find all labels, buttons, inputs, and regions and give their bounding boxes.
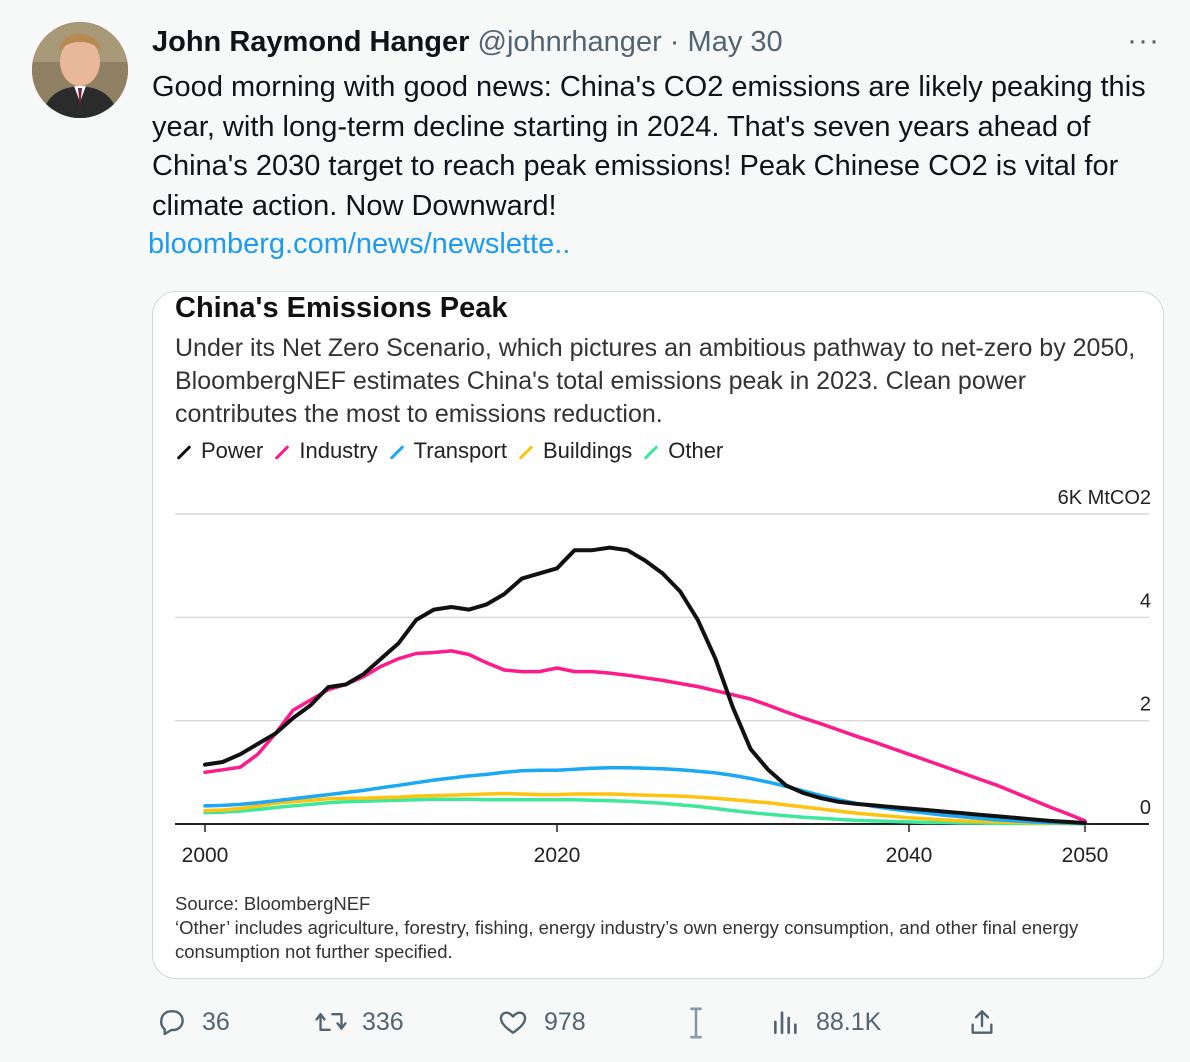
share-button[interactable] xyxy=(966,1006,998,1038)
y-tick-label: 2 xyxy=(1140,694,1151,716)
series-line-transport xyxy=(203,765,1087,826)
author-handle[interactable]: @johnrhanger xyxy=(477,26,662,58)
author-name[interactable]: John Raymond Hanger xyxy=(152,26,470,58)
legend-label: Power xyxy=(201,438,264,463)
y-tick-label: 0 xyxy=(1140,797,1151,819)
like-button[interactable]: 978 xyxy=(496,1006,586,1038)
legend-item-industry: Industry xyxy=(273,438,378,464)
avatar[interactable] xyxy=(32,22,128,118)
legend-label: Buildings xyxy=(542,438,633,463)
series-line-other xyxy=(203,797,1087,826)
separator: · xyxy=(669,26,680,58)
heart-icon xyxy=(496,1006,530,1038)
reply-bubble-icon xyxy=(156,1006,188,1038)
retweet-button[interactable]: 336 xyxy=(314,1006,404,1038)
source-line: Source: BloombergNEF xyxy=(175,893,371,914)
tweet-link[interactable]: bloomberg.com/news/newslette.. xyxy=(148,228,571,260)
bar-chart-icon xyxy=(770,1006,802,1038)
legend-label: Transport xyxy=(413,438,507,463)
x-tick-label: 2050 xyxy=(1062,844,1109,867)
tweet-header: John Raymond Hanger @johnrhanger · May 3… xyxy=(152,26,783,59)
x-tick-label: 2020 xyxy=(534,844,581,867)
legend-item-other: Other xyxy=(642,438,723,464)
share-icon xyxy=(966,1006,998,1038)
x-tick-label: 2000 xyxy=(182,844,229,867)
legend-label: Industry xyxy=(299,438,378,463)
emissions-line-chart: 0 2 4 6K MtCO2 2000 2020 2040 2050 xyxy=(175,487,1151,867)
chart-card[interactable]: China's Emissions Peak Under its Net Zer… xyxy=(152,291,1164,979)
tweet-date[interactable]: May 30 xyxy=(687,26,783,58)
series-line-buildings xyxy=(203,791,1087,826)
series-line-power xyxy=(203,545,1087,825)
legend-item-transport: Transport xyxy=(388,438,507,464)
legend-item-buildings: Buildings xyxy=(517,438,632,464)
chart-subtitle: Under its Net Zero Scenario, which pictu… xyxy=(175,334,1136,428)
legend-label: Other xyxy=(668,438,724,463)
like-count: 978 xyxy=(544,1007,586,1036)
retweet-count: 336 xyxy=(362,1007,404,1036)
views-button[interactable]: 88.1K xyxy=(770,1006,881,1038)
retweet-icon xyxy=(314,1006,348,1038)
views-count: 88.1K xyxy=(816,1007,882,1036)
chart-source: Source: BloombergNEF ‘Other’ includes ag… xyxy=(175,892,1160,964)
tweet-text: Good morning with good news: China's CO2… xyxy=(152,71,1146,222)
y-tick-label: 6K MtCO2 xyxy=(1058,487,1151,509)
chart-title: China's Emissions Peak xyxy=(175,292,508,324)
x-tick-label: 2040 xyxy=(886,844,933,867)
y-tick-label: 4 xyxy=(1140,590,1151,612)
chart-legend: Power Industry Transport Buildings Other xyxy=(175,438,733,464)
action-bar: 36 336 978 88.1K xyxy=(0,1000,1190,1050)
legend-item-power: Power xyxy=(175,438,263,464)
text-cursor-icon xyxy=(686,1006,706,1040)
reply-button[interactable]: 36 xyxy=(156,1006,230,1038)
source-note: ‘Other’ includes agriculture, forestry, … xyxy=(175,917,1079,962)
more-options-icon[interactable]: ··· xyxy=(1127,24,1160,57)
reply-count: 36 xyxy=(202,1007,230,1036)
